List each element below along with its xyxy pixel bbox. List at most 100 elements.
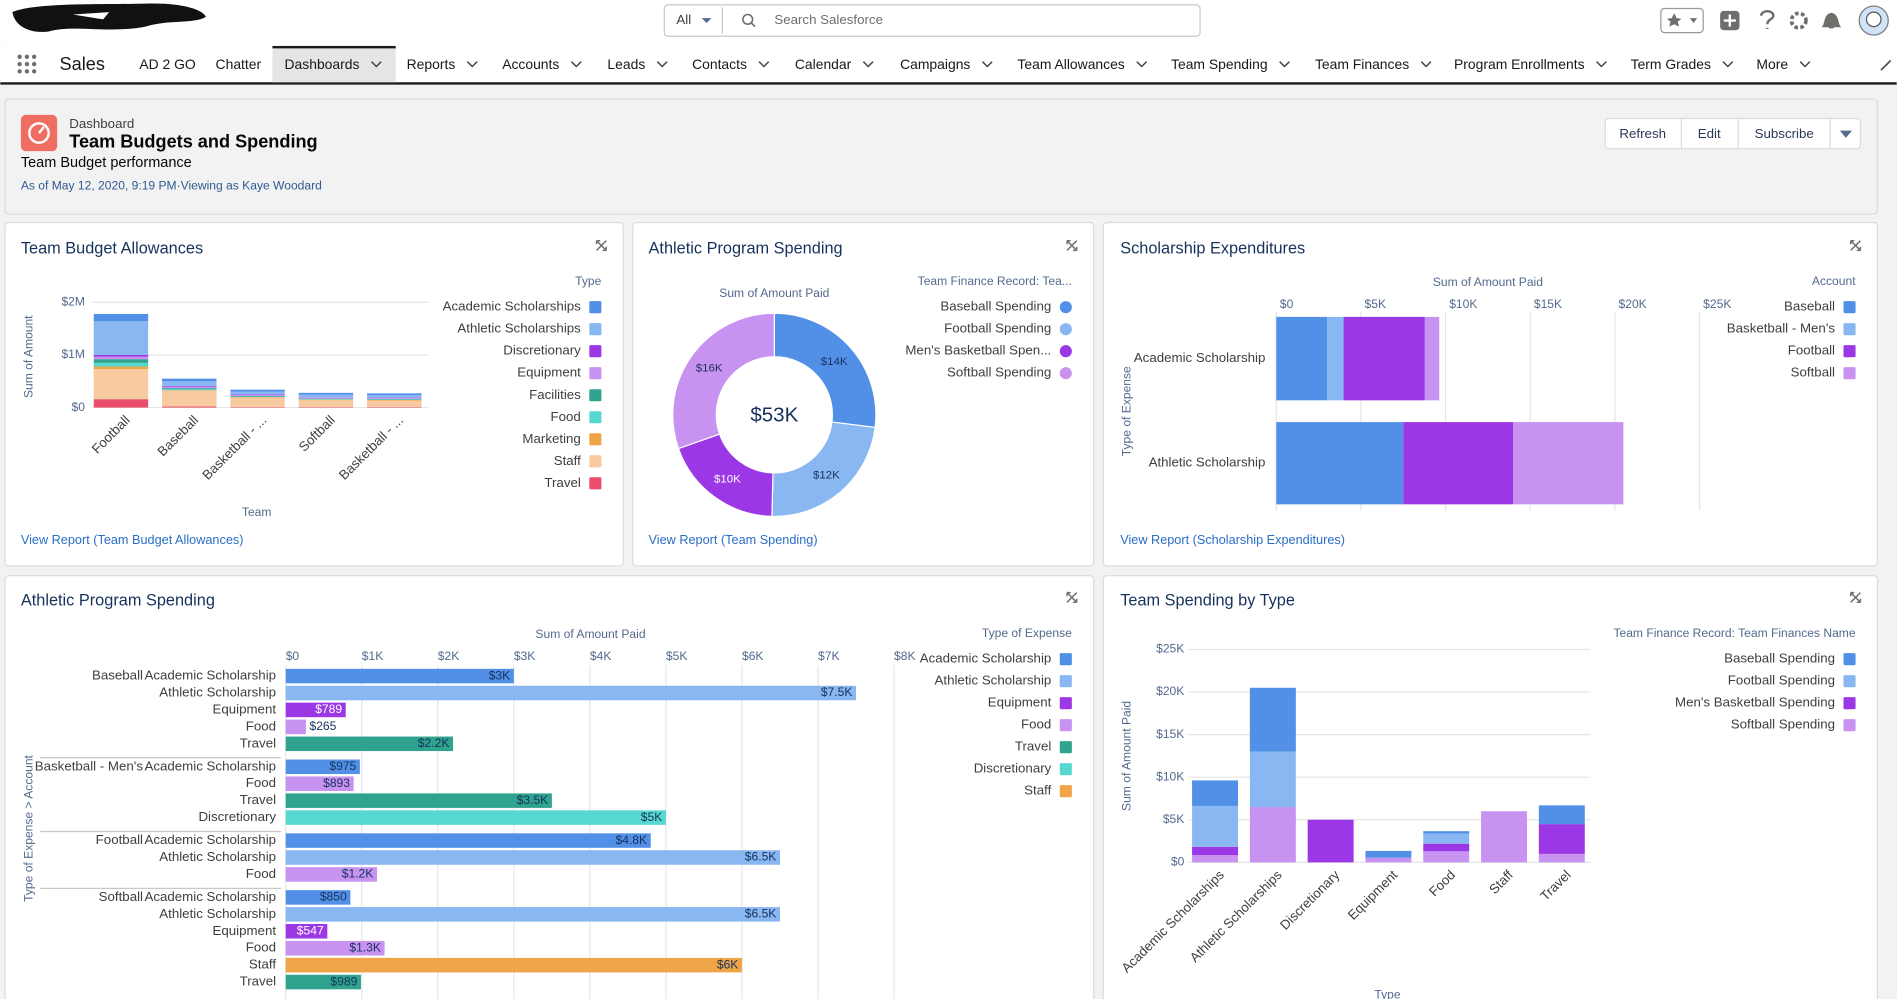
nav-tab[interactable]: Team Spending (1171, 56, 1268, 72)
view-report-link[interactable]: View Report (Scholarship Expenditures) (1120, 533, 1345, 547)
header-button[interactable]: Refresh (1619, 126, 1666, 141)
edit-nav[interactable] (1880, 59, 1892, 71)
widget-title: Athletic Program Spending (649, 239, 843, 257)
row-label: Travel (240, 974, 276, 989)
favorites-button[interactable] (1660, 7, 1704, 34)
bar-segment (93, 313, 149, 322)
x-axis-title: Sum of Amount Paid (535, 627, 645, 641)
y-tick-label: Athletic Scholarship (1149, 455, 1266, 470)
tab-chevron (1420, 61, 1432, 68)
view-report-link[interactable]: View Report (Team Spending) (649, 533, 818, 547)
bar (285, 776, 354, 791)
bar-segment (1423, 831, 1470, 834)
bar-segment (93, 359, 149, 363)
group-label: Baseball (92, 668, 143, 683)
y-tick-label: $0 (1171, 855, 1185, 869)
widget-title: Athletic Program Spending (21, 591, 215, 609)
bar-segment (1249, 751, 1296, 807)
search-scope[interactable]: All (676, 12, 691, 27)
search-box[interactable] (663, 4, 1201, 37)
active-tab-bg (272, 45, 396, 83)
header-button[interactable]: Edit (1698, 126, 1721, 141)
y-axis-title: Sum of Amount Paid (1120, 701, 1134, 811)
search-icon (742, 13, 754, 25)
group-label: Softball (99, 889, 143, 904)
bar-segment (1365, 857, 1412, 863)
notifications-button[interactable] (1821, 12, 1842, 29)
legend-label: Football Spending (1728, 673, 1835, 688)
expand-icons[interactable] (595, 239, 1862, 604)
nav-tab[interactable]: Reports (407, 56, 456, 72)
bar-segment (1192, 846, 1239, 856)
search-placeholder[interactable]: Search Salesforce (774, 12, 883, 27)
nav-tab[interactable]: Team Allowances (1017, 56, 1124, 72)
bar (285, 793, 552, 808)
nav-tab[interactable]: Campaigns (900, 56, 970, 72)
legend-label: Food (551, 409, 581, 424)
legend-swatch (589, 367, 602, 380)
bar-segment (162, 388, 217, 390)
app-name: Sales (60, 54, 105, 74)
nav-tab[interactable]: Team Finances (1315, 56, 1409, 72)
more-actions[interactable] (1839, 130, 1852, 138)
logo[interactable] (12, 3, 206, 32)
bar-segment (1276, 422, 1404, 505)
bar-segment (230, 407, 285, 408)
legend-swatch (1059, 785, 1072, 798)
legend-swatch (1843, 653, 1856, 666)
legend-swatch (589, 301, 602, 314)
tab-chevron (656, 61, 668, 68)
x-tick-label: $4K (590, 649, 611, 663)
row-label: Academic Scholarship (144, 668, 276, 683)
value-label: $989 (330, 974, 357, 988)
nav-tab[interactable]: Chatter (216, 56, 262, 72)
bar-segment (1513, 422, 1624, 505)
x-tick-label: $3K (514, 649, 536, 663)
x-axis-title: Team (242, 505, 272, 519)
tab-chevron (1279, 61, 1290, 68)
help-button[interactable] (1760, 9, 1775, 30)
value-label: $975 (329, 759, 356, 773)
nav-tab[interactable]: Term Grades (1631, 56, 1711, 72)
nav-tab[interactable]: Program Enrollments (1454, 56, 1585, 72)
dashboard-status: As of May 12, 2020, 9:19 PM·Viewing as K… (21, 178, 322, 192)
dashboard-icon-gauge (28, 122, 50, 144)
legend-label: Men's Basketball Spen... (905, 343, 1051, 358)
dashboard-icon-needle (38, 126, 45, 134)
legend-swatch (589, 455, 602, 468)
legend-label: Discretionary (503, 343, 581, 358)
bar-segment (1423, 851, 1470, 863)
setup-button[interactable] (1789, 11, 1808, 30)
legend-label: Discretionary (974, 761, 1052, 776)
legend-label: Equipment (988, 695, 1052, 710)
legend-swatch (589, 323, 602, 336)
nav-tab[interactable]: Calendar (795, 56, 852, 72)
nav-tab[interactable]: Leads (607, 56, 645, 72)
nav-tab[interactable]: AD 2 GO (139, 56, 196, 72)
legend-title: Type of Expense (982, 626, 1072, 640)
bar-segment (367, 395, 422, 398)
legend-label: Equipment (517, 365, 581, 380)
nav-tab[interactable]: Contacts (692, 56, 747, 72)
header-button[interactable]: Subscribe (1755, 126, 1814, 141)
bar-segment (367, 399, 422, 400)
x-tick-label: $1K (362, 649, 383, 663)
row-label: Academic Scholarship (144, 832, 276, 847)
nav-tab[interactable]: Dashboards (285, 56, 360, 72)
value-label: $265 (310, 719, 337, 733)
value-label: $7.5K (821, 685, 853, 699)
view-report-link[interactable]: View Report (Team Budget Allowances) (21, 533, 244, 547)
bar (285, 702, 346, 718)
app-launcher[interactable] (17, 54, 37, 74)
bar-segment (93, 321, 149, 355)
dashboard-title: Team Budgets and Spending (69, 132, 317, 152)
legend-swatch (1059, 323, 1072, 336)
nav-tab[interactable]: More (1756, 56, 1788, 72)
nav-tab[interactable]: Accounts (502, 56, 559, 72)
value-label: $2.2K (418, 736, 450, 750)
chart-subtitle: Sum of Amount Paid (719, 286, 829, 300)
row-label: Food (246, 866, 276, 881)
row-label: Academic Scholarship (144, 889, 276, 904)
legend-swatch (1059, 763, 1072, 776)
